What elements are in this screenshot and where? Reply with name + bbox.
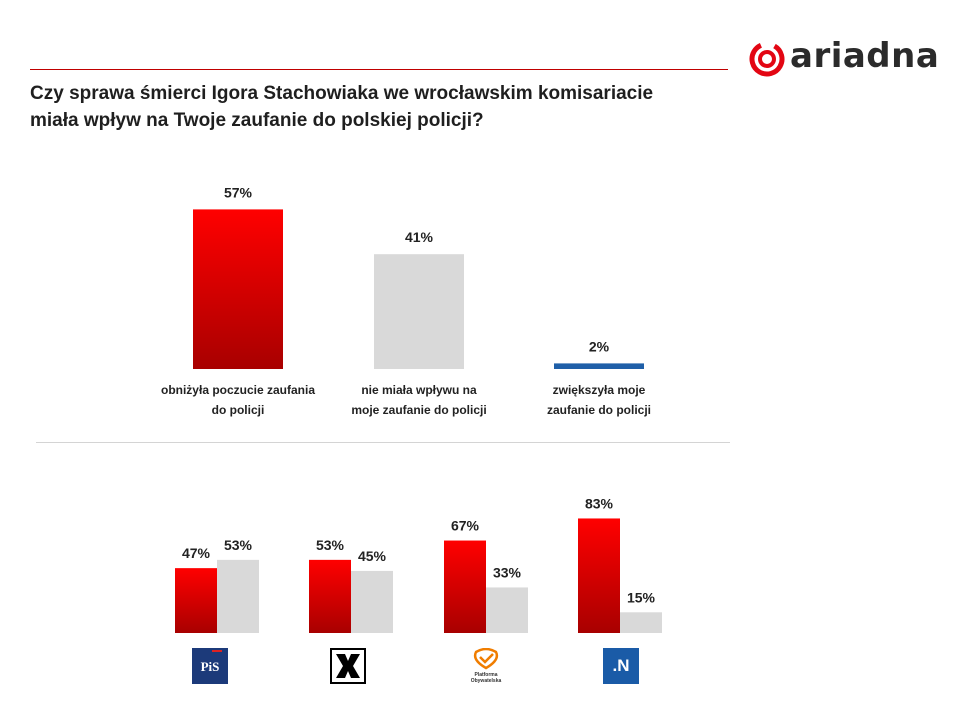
party-value-label: 33%	[493, 564, 522, 580]
ariadna-logo-text: ariadna	[790, 36, 940, 76]
party-bar	[578, 518, 620, 633]
party-value-label: 53%	[224, 537, 253, 553]
overall-category-label: nie miała wpływu na	[361, 383, 477, 397]
party-value-label: 83%	[585, 495, 614, 511]
platforma-logo-text: Platforma Obywatelska	[470, 672, 502, 684]
header-rule	[30, 69, 728, 70]
title-line-2: miała wpływ na Twoje zaufanie do polskie…	[30, 110, 484, 131]
party-bar	[486, 587, 528, 633]
platforma-logo-icon: Platforma Obywatelska	[468, 648, 504, 684]
party-bar	[309, 559, 351, 633]
party-bar	[217, 559, 259, 633]
overall-bar	[193, 209, 283, 369]
section-divider	[36, 442, 730, 443]
party-bar	[444, 540, 486, 633]
overall-value-label: 57%	[224, 184, 253, 200]
title-line-1: Czy sprawa śmierci Igora Stachowiaka we …	[30, 83, 654, 104]
overall-category-label: obniżyła poczucie zaufania	[161, 383, 315, 397]
party-value-label: 53%	[316, 537, 345, 553]
nowoczesna-logo-icon: .N	[603, 648, 639, 684]
overall-bar	[554, 363, 644, 369]
overall-value-label: 41%	[405, 229, 434, 245]
pis-logo-text: PiS	[200, 659, 220, 674]
overall-category-label: do policji	[212, 403, 265, 417]
overall-category-label: moje zaufanie do policji	[351, 403, 486, 417]
overall-category-label: zaufanie do policji	[547, 403, 651, 417]
party-value-label: 45%	[358, 548, 387, 564]
overall-value-label: 2%	[589, 338, 610, 354]
page-title: Czy sprawa śmierci Igora Stachowiaka we …	[30, 80, 750, 134]
overall-bar	[374, 254, 464, 369]
party-bar	[175, 568, 217, 633]
kukiz-logo-icon	[330, 648, 366, 684]
party-bar	[351, 570, 393, 633]
party-value-label: 15%	[627, 589, 656, 605]
party-value-label: 47%	[182, 545, 211, 561]
pis-logo-icon: PiS	[192, 648, 228, 684]
ariadna-logo-icon	[749, 41, 785, 77]
party-bar	[620, 612, 662, 633]
ariadna-logo: ariadna	[748, 36, 948, 80]
overall-category-label: zwiększyła moje	[553, 383, 646, 397]
party-value-label: 67%	[451, 518, 480, 534]
nowoczesna-logo-text: .N	[612, 656, 630, 675]
